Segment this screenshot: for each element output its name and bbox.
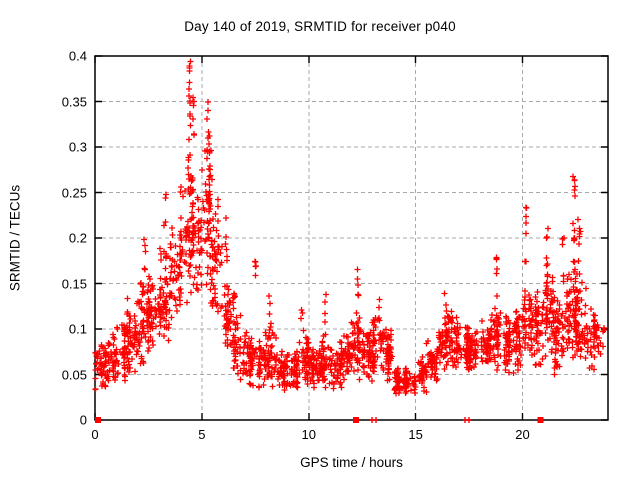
y-tick-label: 0.05: [61, 367, 87, 382]
zero-value-square-marker: [353, 417, 359, 423]
zero-value-plus-markers: [463, 417, 471, 423]
scatter-points: [92, 58, 608, 397]
x-tick-label: 0: [91, 427, 99, 442]
x-tick-label: 10: [301, 427, 316, 442]
zero-value-square-marker: [95, 417, 101, 423]
x-axis-title: GPS time / hours: [300, 455, 403, 470]
y-tick-label: 0.4: [68, 48, 87, 64]
x-tick-label: 5: [198, 427, 206, 442]
x-tick-label: 15: [408, 427, 423, 442]
y-tick-label: 0: [79, 412, 87, 428]
chart-title: Day 140 of 2019, SRMTID for receiver p04…: [184, 19, 456, 34]
y-tick-label: 0.15: [61, 276, 87, 291]
y-tick-label: 0.35: [61, 94, 87, 109]
y-tick-label: 0.25: [61, 185, 87, 200]
y-tick-label: 0.1: [68, 321, 87, 337]
y-tick-label: 0.3: [68, 139, 87, 155]
y-tick-label: 0.2: [68, 230, 87, 246]
zero-value-square-marker: [537, 417, 544, 423]
x-tick-label: 20: [515, 427, 530, 442]
zero-value-plus-markers: [370, 417, 378, 423]
